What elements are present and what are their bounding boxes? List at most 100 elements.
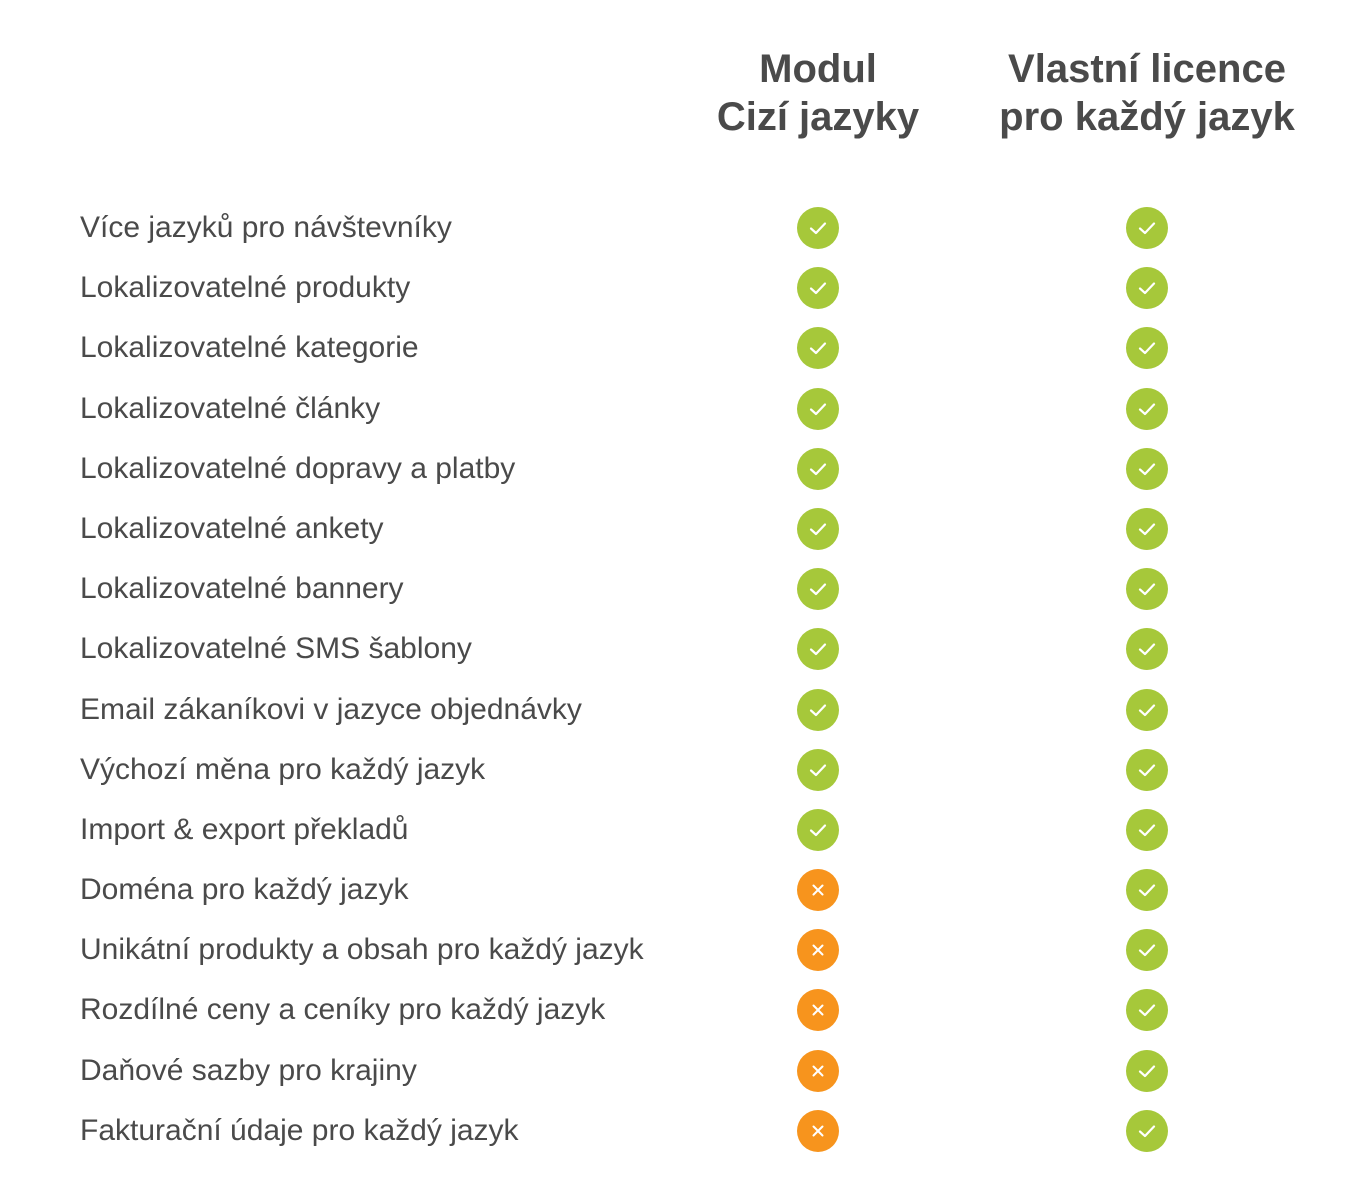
feature-label: Lokalizovatelné ankety (80, 511, 384, 545)
check-icon (809, 703, 827, 716)
supported-badge (797, 628, 839, 671)
check-icon (1138, 583, 1156, 596)
check-icon (809, 222, 827, 235)
column-header-line: Modul (759, 47, 877, 91)
feature-row: Email zákaníkovi v jazyce objednávky (0, 680, 1369, 740)
feature-label: Výchozí měna pro každý jazyk (80, 752, 486, 786)
column-header-line: Cizí jazyky (716, 95, 920, 139)
supported-badge (1126, 207, 1168, 249)
feature-row: Fakturační údaje pro každý jazyk (0, 1101, 1369, 1161)
check-icon (809, 764, 827, 776)
unsupported-badge (797, 1049, 839, 1092)
supported-badge (797, 387, 839, 430)
feature-label: Lokalizovatelné dopravy a platby (80, 451, 516, 485)
cross-icon (812, 884, 824, 896)
check-icon (1138, 944, 1156, 957)
check-icon (1138, 463, 1156, 475)
supported-badge (797, 808, 839, 851)
check-icon (809, 583, 827, 596)
supported-badge (1126, 688, 1168, 731)
feature-label: Fakturační údaje pro každý jazyk (80, 1113, 519, 1147)
column-header-line: Vlastní licence (1008, 47, 1286, 91)
feature-label: Unikátní produkty a obsah pro každý jazy… (80, 933, 644, 967)
unsupported-badge (797, 1109, 839, 1152)
supported-badge (797, 688, 839, 731)
feature-row: Doména pro každý jazyk (0, 860, 1369, 920)
supported-badge (797, 327, 839, 370)
feature-row: Výchozí měna pro každý jazyk (0, 740, 1369, 800)
check-icon (809, 824, 827, 836)
feature-row: Unikátní produkty a obsah pro každý jazy… (0, 920, 1369, 980)
supported-badge (1126, 267, 1168, 310)
check-icon (1138, 884, 1156, 897)
feature-row: Rozdílné ceny a ceníky pro každý jazyk (0, 980, 1369, 1040)
check-icon (809, 282, 827, 295)
check-icon (809, 643, 827, 656)
supported-badge (1126, 327, 1168, 370)
feature-label: Lokalizovatelné bannery (80, 572, 404, 606)
feature-label: Lokalizovatelné články (80, 391, 381, 425)
check-icon (1138, 703, 1156, 716)
supported-badge (1126, 869, 1168, 912)
supported-badge (1126, 1049, 1168, 1092)
feature-label: Daňové sazby pro krajiny (80, 1053, 417, 1087)
feature-row: Lokalizovatelné produkty (0, 258, 1369, 318)
check-icon (809, 402, 827, 415)
supported-badge (1126, 989, 1168, 1032)
supported-badge (1126, 447, 1168, 490)
supported-badge (797, 267, 839, 310)
cross-icon (812, 1004, 824, 1016)
feature-label: Lokalizovatelné produkty (80, 271, 411, 305)
feature-rows: Více jazyků pro návštevníky Lokalizovatel… (0, 198, 1369, 1161)
check-icon (809, 463, 827, 475)
cross-icon (812, 944, 824, 956)
check-icon (1138, 1125, 1156, 1137)
feature-row: Lokalizovatelné kategorie (0, 318, 1369, 378)
feature-label: Rozdílné ceny a ceníky pro každý jazyk (80, 993, 606, 1027)
supported-badge (797, 507, 839, 550)
feature-label: Lokalizovatelné SMS šablony (80, 632, 472, 666)
supported-badge (797, 748, 839, 791)
supported-badge (797, 207, 839, 249)
cross-icon (812, 1065, 824, 1077)
feature-row: Lokalizovatelné dopravy a platby (0, 439, 1369, 499)
unsupported-badge (797, 929, 839, 972)
supported-badge (1126, 808, 1168, 851)
check-icon (1138, 342, 1156, 355)
supported-badge (1126, 1109, 1168, 1152)
check-icon (1138, 282, 1156, 295)
supported-badge (1126, 748, 1168, 791)
column-header-modul: Modul Cizí jazyky (668, 45, 968, 141)
unsupported-badge (797, 989, 839, 1032)
check-icon (809, 523, 827, 536)
feature-row: Více jazyků pro návštevníky (0, 198, 1369, 258)
supported-badge (1126, 568, 1168, 611)
check-icon (1138, 824, 1156, 836)
unsupported-badge (797, 869, 839, 912)
cross-icon (812, 1125, 824, 1137)
feature-label: Import & export překladů (80, 812, 409, 846)
feature-row: Daňové sazby pro krajiny (0, 1041, 1369, 1101)
supported-badge (797, 447, 839, 490)
check-icon (1138, 222, 1156, 235)
feature-label: Lokalizovatelné kategorie (80, 331, 419, 365)
check-icon (1138, 643, 1156, 656)
feature-row: Import & export překladů (0, 800, 1369, 860)
feature-row: Lokalizovatelné bannery (0, 559, 1369, 619)
check-icon (1138, 523, 1156, 536)
supported-badge (1126, 507, 1168, 550)
feature-row: Lokalizovatelné ankety (0, 499, 1369, 559)
supported-badge (1126, 929, 1168, 972)
feature-row: Lokalizovatelné SMS šablony (0, 619, 1369, 679)
check-icon (1138, 1065, 1156, 1077)
feature-row: Lokalizovatelné články (0, 379, 1369, 439)
check-icon (809, 342, 827, 355)
column-header-licence: Vlastní licence pro každý jazyk (972, 45, 1322, 141)
check-icon (1138, 1004, 1156, 1017)
check-icon (1138, 764, 1156, 776)
feature-label: Doména pro každý jazyk (80, 873, 409, 907)
feature-label: Více jazyků pro návštevníky (80, 211, 452, 244)
feature-label: Email zákaníkovi v jazyce objednávky (80, 692, 582, 726)
column-header-line: pro každý jazyk (999, 95, 1295, 139)
